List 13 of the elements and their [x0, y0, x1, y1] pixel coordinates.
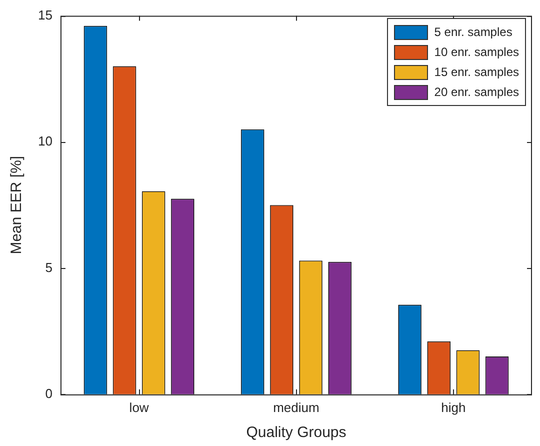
x-tick-label: medium: [273, 400, 320, 415]
y-tick-label: 10: [38, 134, 52, 149]
legend-label: 15 enr. samples: [434, 65, 519, 79]
x-tick-label: high: [441, 400, 466, 415]
y-axis-title: Mean EER [%]: [8, 156, 26, 254]
y-tick-label: 15: [38, 7, 52, 22]
legend-label: 10 enr. samples: [434, 45, 519, 59]
legend-label: 20 enr. samples: [434, 85, 519, 99]
y-tick-label: 0: [45, 386, 52, 401]
y-tick-label: 5: [45, 260, 52, 275]
legend-label: 5 enr. samples: [434, 25, 512, 39]
x-tick-label: low: [129, 400, 150, 415]
x-axis-title: Quality Groups: [246, 424, 346, 442]
